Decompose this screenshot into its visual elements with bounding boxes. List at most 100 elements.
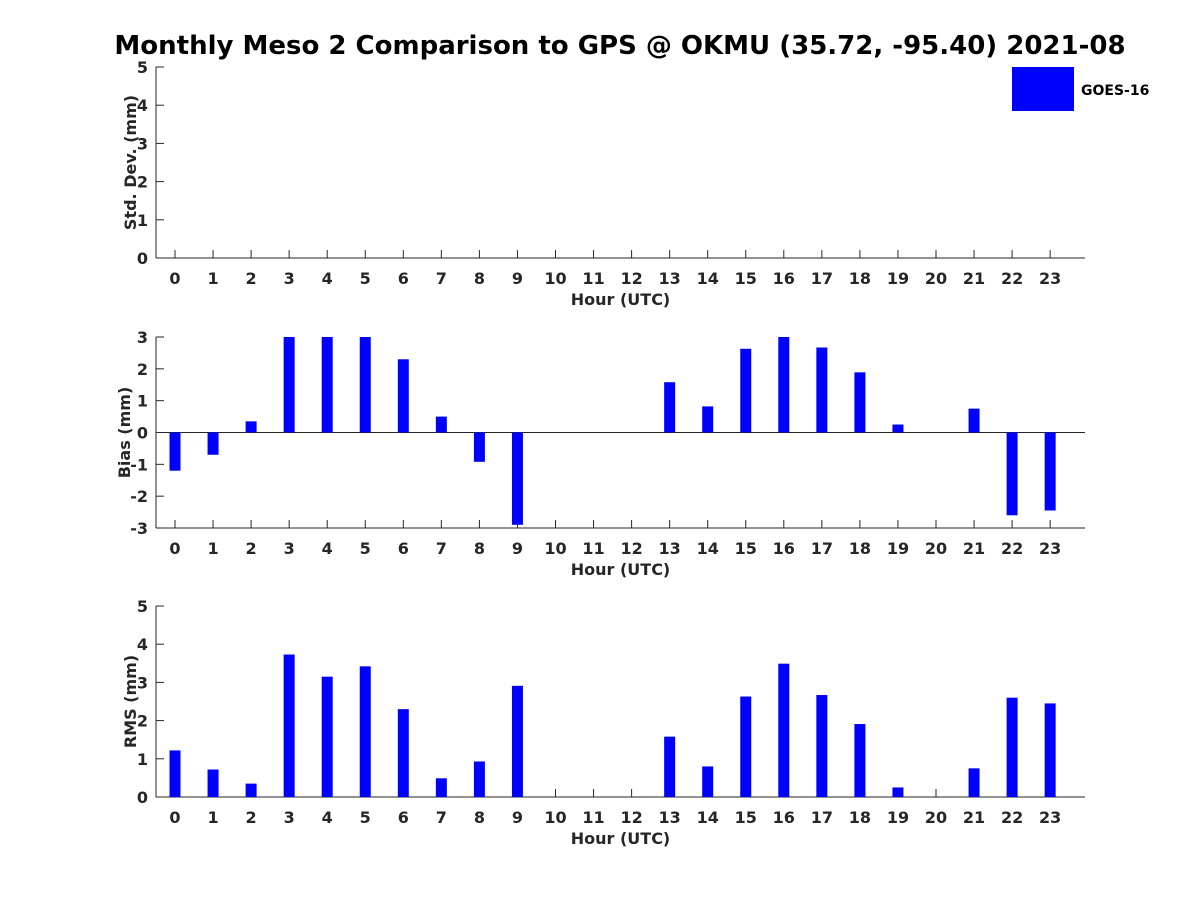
x-tick-label: 17	[811, 808, 833, 827]
x-tick-label: 8	[474, 269, 485, 288]
y-tick-label: -3	[130, 519, 148, 538]
x-tick-label: 1	[207, 808, 218, 827]
bar-hour-8	[473, 432, 485, 462]
bar-hour-2	[245, 783, 257, 797]
x-tick-label: 21	[963, 539, 985, 558]
y-tick-label: 2	[137, 173, 148, 192]
y-tick-label: 4	[137, 635, 148, 654]
x-tick-label: 23	[1039, 808, 1061, 827]
x-tick-label: 23	[1039, 539, 1061, 558]
legend-swatch-goes-16	[1012, 67, 1074, 111]
x-tick-label: 11	[582, 539, 604, 558]
x-tick-label: 20	[925, 808, 947, 827]
bar-hour-1	[207, 769, 219, 797]
bar-hour-15	[740, 348, 752, 433]
y-tick-label: 2	[137, 712, 148, 731]
x-tick-label: 19	[887, 539, 909, 558]
bar-hour-13	[664, 736, 676, 797]
y-tick-label: 1	[137, 750, 148, 769]
y-tick-label: 2	[137, 360, 148, 379]
x-tick-label: 19	[887, 808, 909, 827]
bar-hour-7	[435, 416, 447, 433]
bar-hour-22	[1006, 697, 1018, 797]
bar-hour-7	[435, 778, 447, 797]
x-tick-label: 8	[474, 539, 485, 558]
y-tick-label: 1	[137, 392, 148, 411]
x-tick-label: 13	[659, 539, 681, 558]
x-tick-label: 12	[620, 808, 642, 827]
bar-hour-0	[169, 432, 181, 471]
y-axis-label: Bias (mm)	[115, 387, 134, 479]
x-tick-label: 4	[322, 808, 333, 827]
x-tick-label: 14	[697, 808, 719, 827]
x-tick-label: 23	[1039, 269, 1061, 288]
x-tick-label: 8	[474, 808, 485, 827]
chart-title: Monthly Meso 2 Comparison to GPS @ OKMU …	[114, 31, 1125, 61]
x-tick-label: 7	[436, 808, 447, 827]
x-tick-label: 7	[436, 269, 447, 288]
bar-hour-14	[702, 766, 714, 797]
bar-hour-6	[397, 359, 409, 433]
x-tick-label: 5	[360, 269, 371, 288]
y-tick-label: 4	[137, 96, 148, 115]
y-tick-label: 0	[137, 249, 148, 268]
x-axis-label: Hour (UTC)	[571, 829, 671, 848]
x-tick-label: 2	[246, 539, 257, 558]
x-axis-label: Hour (UTC)	[571, 560, 671, 579]
x-tick-label: 0	[169, 269, 180, 288]
y-tick-label: 3	[137, 328, 148, 347]
legend-label-goes-16: GOES-16	[1081, 83, 1149, 99]
bar-hour-18	[854, 724, 866, 797]
x-tick-label: 13	[659, 269, 681, 288]
bar-hour-2	[245, 421, 257, 433]
bar-hour-14	[702, 406, 714, 433]
y-tick-label: 0	[137, 424, 148, 443]
x-tick-label: 12	[620, 539, 642, 558]
bar-hour-5	[359, 666, 371, 797]
x-axis-label: Hour (UTC)	[571, 290, 671, 309]
x-tick-label: 16	[773, 808, 795, 827]
x-tick-label: 18	[849, 808, 871, 827]
x-tick-label: 3	[284, 539, 295, 558]
x-tick-label: 13	[659, 808, 681, 827]
x-tick-label: 0	[169, 539, 180, 558]
x-tick-label: 9	[512, 808, 523, 827]
bar-hour-3	[283, 337, 295, 433]
bar-hour-15	[740, 696, 752, 797]
x-tick-label: 5	[360, 808, 371, 827]
x-tick-label: 21	[963, 269, 985, 288]
bar-hour-17	[816, 347, 828, 433]
bar-hour-9	[511, 685, 523, 797]
x-tick-label: 22	[1001, 269, 1023, 288]
bar-hour-9	[511, 432, 523, 525]
x-tick-label: 20	[925, 269, 947, 288]
x-tick-label: 9	[512, 539, 523, 558]
x-tick-label: 16	[773, 269, 795, 288]
x-tick-label: 18	[849, 269, 871, 288]
bar-hour-21	[968, 408, 980, 433]
x-tick-label: 4	[322, 539, 333, 558]
x-tick-label: 16	[773, 539, 795, 558]
bar-hour-16	[778, 337, 790, 433]
bar-hour-6	[397, 709, 409, 797]
bar-hour-23	[1044, 432, 1056, 511]
x-tick-label: 1	[207, 539, 218, 558]
y-tick-label: 3	[137, 134, 148, 153]
x-tick-label: 22	[1001, 808, 1023, 827]
x-tick-label: 19	[887, 269, 909, 288]
bar-hour-3	[283, 654, 295, 797]
y-axis-label: RMS (mm)	[121, 655, 140, 748]
x-tick-label: 5	[360, 539, 371, 558]
bar-hour-16	[778, 663, 790, 797]
x-tick-label: 14	[697, 269, 719, 288]
x-tick-label: 20	[925, 539, 947, 558]
bar-hour-8	[473, 761, 485, 797]
bar-hour-13	[664, 382, 676, 433]
x-tick-label: 6	[398, 539, 409, 558]
y-tick-label: 3	[137, 673, 148, 692]
x-tick-label: 10	[544, 269, 566, 288]
x-tick-label: 7	[436, 539, 447, 558]
